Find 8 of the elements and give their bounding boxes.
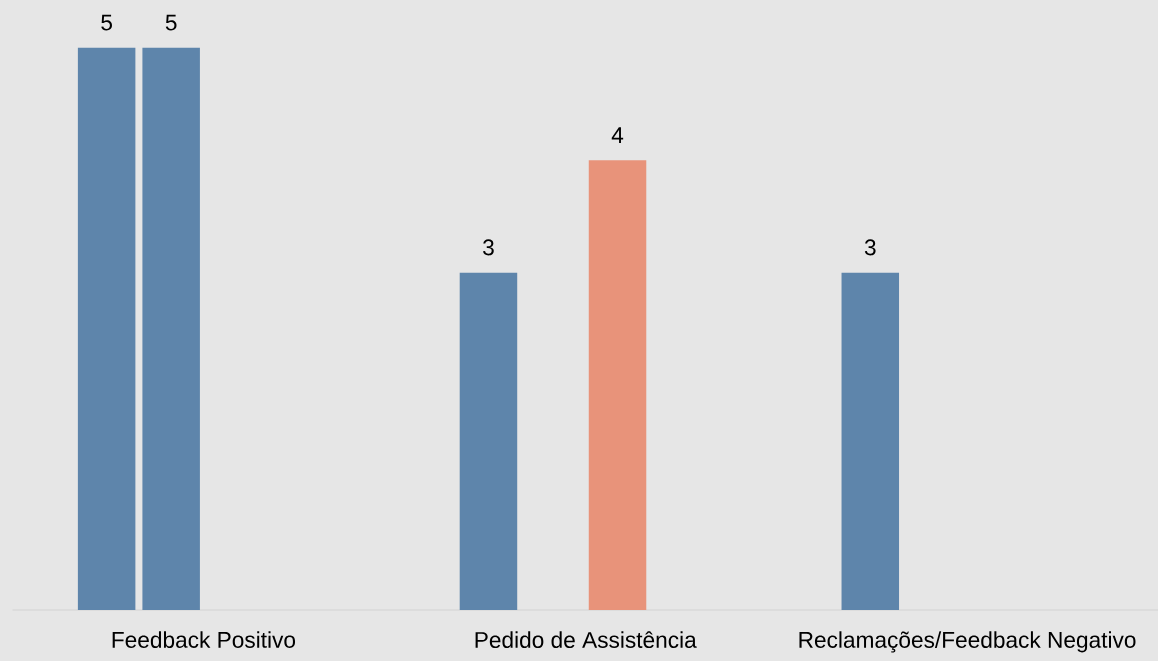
data-label: 5 — [101, 14, 112, 31]
x-tick-label: Reclamações/Feedback Negativo — [799, 631, 1136, 653]
data-label: 3 — [864, 239, 876, 256]
data-label: 4 — [611, 127, 624, 143]
x-tick-label: Pedido de Assistência — [475, 631, 697, 648]
data-label: 5 — [165, 14, 177, 31]
data-label: 3 — [483, 239, 494, 256]
x-tick-label: Feedback Positivo — [112, 631, 296, 648]
